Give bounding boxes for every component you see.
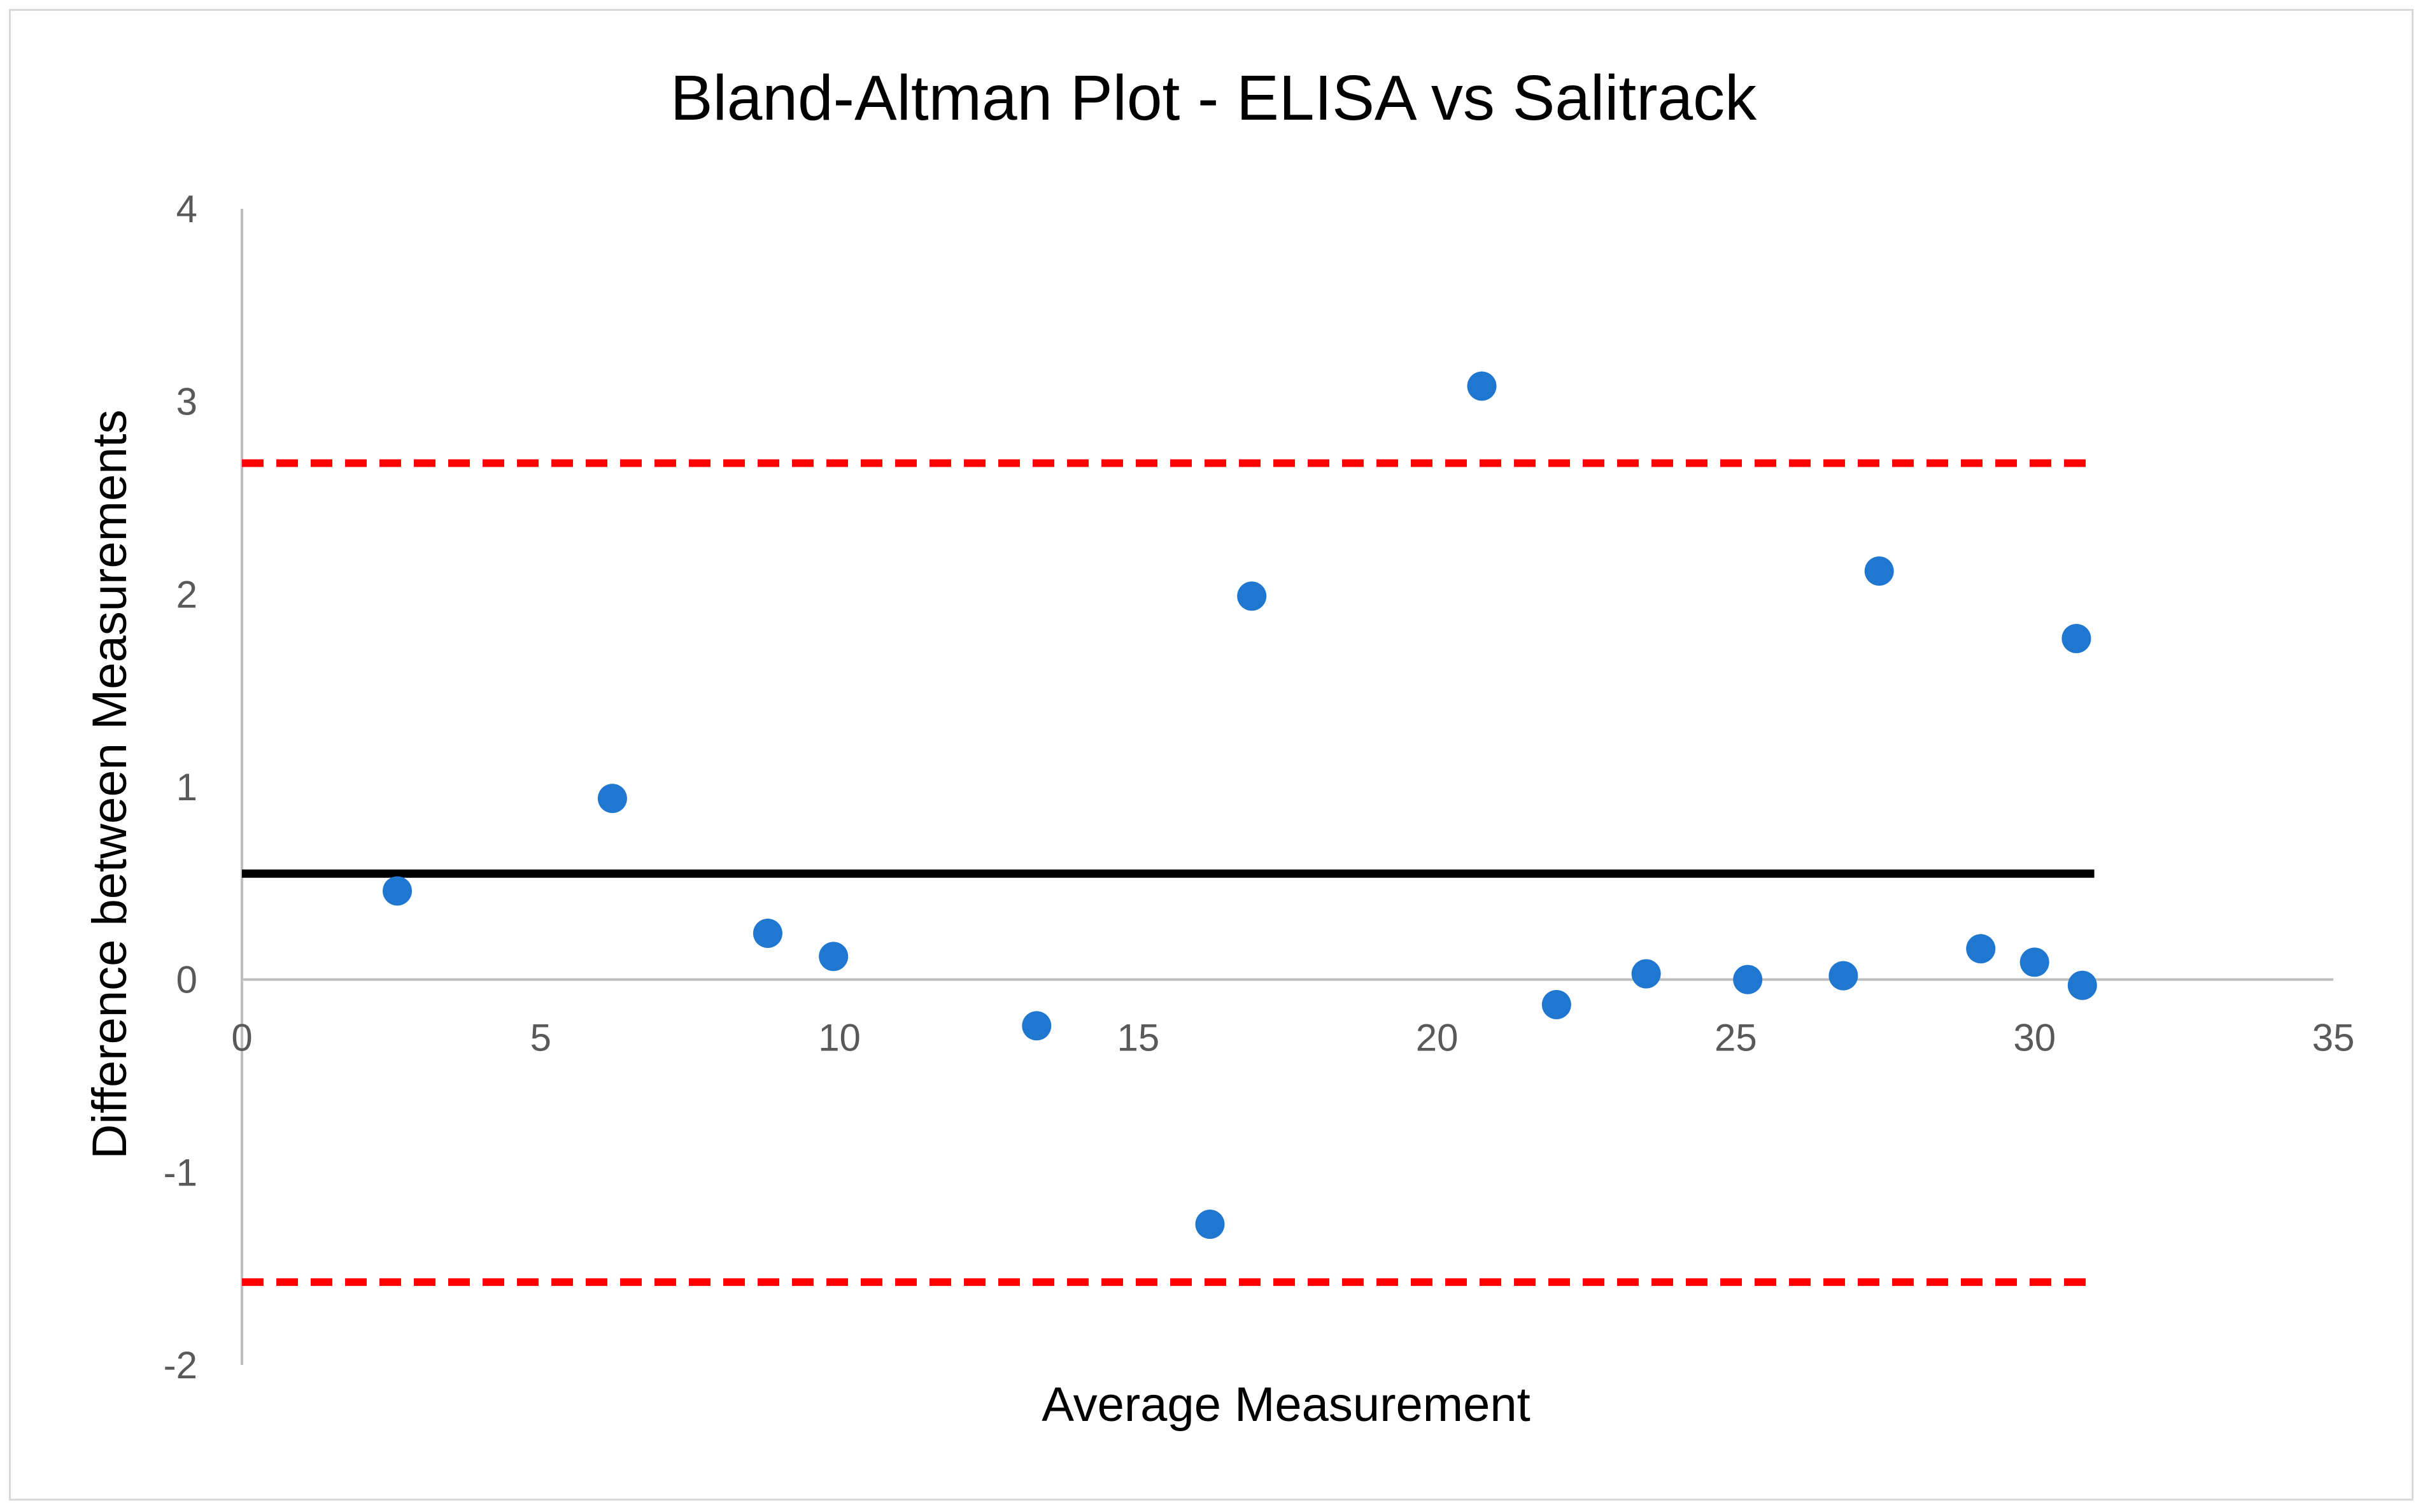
x-tick-label: 0 [231,1017,252,1059]
data-point [1022,1011,1052,1041]
data-points [383,371,2097,1240]
data-point [1237,581,1267,611]
chart-frame [9,9,2414,1501]
data-point [753,919,782,949]
y-tick-label: -1 [164,1151,197,1194]
y-tick-label: 3 [176,381,197,423]
x-axis-title: Average Measurement [1042,1378,1530,1432]
chart-title: Bland-Altman Plot - ELISA vs Salitrack [670,62,1757,134]
x-tick-label: 35 [2312,1017,2355,1059]
x-tick-label: 5 [530,1017,551,1059]
data-point [1631,959,1661,989]
data-point [1467,371,1497,401]
data-point [2061,623,2091,653]
x-tick-label: 30 [2013,1017,2056,1059]
x-tick-label: 15 [1117,1017,1159,1059]
data-point [2067,970,2097,1000]
tick-labels: 0 5 10 15 20 25 30 35 -2 -1 0 1 2 3 4 [164,188,2355,1387]
data-point [1966,934,1996,964]
data-point [1733,964,1763,994]
y-tick-label: 1 [176,766,197,809]
data-point [1195,1210,1225,1240]
data-point [1541,990,1571,1020]
reference-lines [242,459,2095,1286]
data-point [383,876,413,906]
x-tick-label: 10 [818,1017,861,1059]
y-axis-title: Difference between Measurements [83,409,137,1159]
data-point [2019,947,2049,977]
y-tick-label: 2 [176,573,197,616]
x-tick-label: 20 [1416,1017,1459,1059]
x-tick-label: 25 [1714,1017,1757,1059]
data-point [1828,961,1858,991]
data-point [597,784,627,814]
axes [241,209,2333,1365]
data-point [819,942,849,971]
y-tick-label: 0 [176,959,197,1001]
y-tick-label: -2 [164,1344,197,1387]
y-tick-label: 4 [176,188,197,230]
data-point [1864,556,1894,586]
